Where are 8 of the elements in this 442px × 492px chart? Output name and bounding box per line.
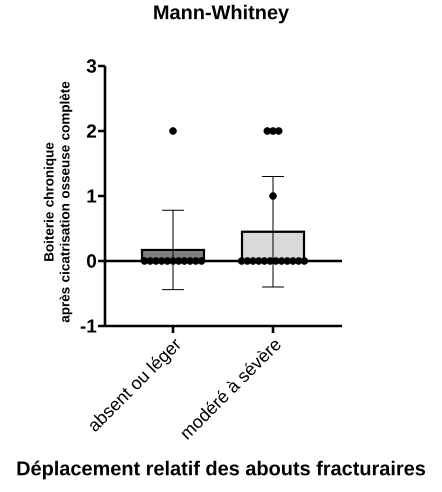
y-tick-label: 2	[86, 124, 96, 138]
y-tick-label: -1	[80, 319, 96, 333]
chart-title: Mann-Whitney	[154, 4, 289, 24]
y-tick-label: 0	[87, 254, 96, 268]
y-tick-label: 3	[86, 59, 96, 73]
y-axis-title: Boiterie chronique après cicatrisation osseuse complète	[44, 82, 72, 322]
x-axis-title: Déplacement relatif des abouts fracturaires	[17, 460, 426, 480]
y-tick-label: 1	[87, 189, 96, 203]
